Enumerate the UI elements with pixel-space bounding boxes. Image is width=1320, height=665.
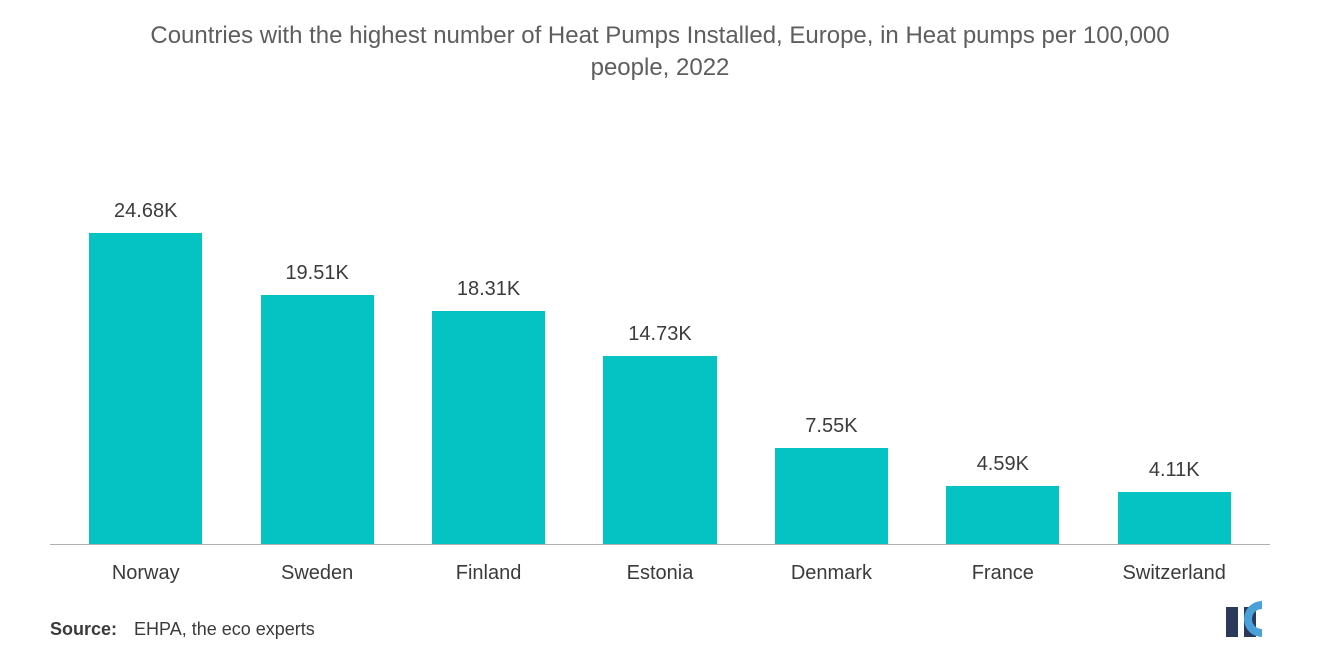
bar-value-label: 4.11K xyxy=(1149,459,1200,482)
x-axis-label: Switzerland xyxy=(1089,562,1260,585)
bar-value-label: 7.55K xyxy=(805,415,857,438)
bar-slot: 7.55K xyxy=(746,200,917,544)
bars-group: 24.68K 19.51K 18.31K 14.73K 7.55K 4.59K xyxy=(50,200,1270,544)
bar-slot: 18.31K xyxy=(403,200,574,544)
x-axis-label: Estonia xyxy=(574,562,745,585)
bar-slot: 4.11K xyxy=(1089,200,1260,544)
bar-value-label: 4.59K xyxy=(977,453,1029,476)
bar-slot: 19.51K xyxy=(231,200,402,544)
x-axis-label: France xyxy=(917,562,1088,585)
bar xyxy=(1118,492,1231,544)
bar-slot: 14.73K xyxy=(574,200,745,544)
bar xyxy=(775,448,888,544)
bar-slot: 24.68K xyxy=(60,200,231,544)
bar-slot: 4.59K xyxy=(917,200,1088,544)
x-axis-labels: Norway Sweden Finland Estonia Denmark Fr… xyxy=(50,562,1270,585)
bar-value-label: 24.68K xyxy=(114,200,177,223)
bar xyxy=(261,295,374,544)
x-axis-label: Finland xyxy=(403,562,574,585)
mi-logo-icon xyxy=(1224,601,1278,637)
bar xyxy=(432,311,545,544)
chart-title: Countries with the highest number of Hea… xyxy=(110,20,1210,85)
bar xyxy=(603,356,716,544)
bar-value-label: 14.73K xyxy=(628,323,691,346)
plot-area: 24.68K 19.51K 18.31K 14.73K 7.55K 4.59K xyxy=(50,200,1270,545)
source-line: Source: EHPA, the eco experts xyxy=(50,619,315,640)
bar xyxy=(946,486,1059,544)
bar-value-label: 19.51K xyxy=(285,262,348,285)
x-axis-label: Norway xyxy=(60,562,231,585)
chart-container: Countries with the highest number of Hea… xyxy=(0,0,1320,665)
bar xyxy=(89,233,202,544)
x-axis-label: Sweden xyxy=(231,562,402,585)
bar-value-label: 18.31K xyxy=(457,278,520,301)
x-axis-label: Denmark xyxy=(746,562,917,585)
source-label: Source: xyxy=(50,619,117,639)
source-text: EHPA, the eco experts xyxy=(134,619,315,639)
